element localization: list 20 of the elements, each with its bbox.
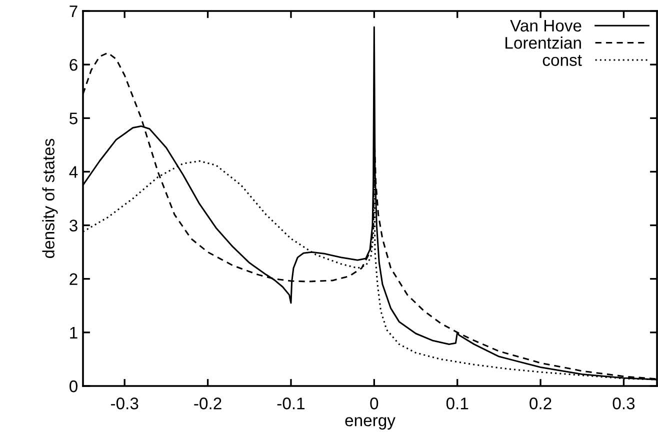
legend-label: Lorentzian (506, 36, 581, 49)
x-tick-label: 0.2 (530, 398, 552, 410)
y-tick-label: 3 (70, 220, 78, 232)
y-tick-label: 2 (70, 273, 78, 285)
x-tick-label: -0.1 (277, 398, 305, 410)
y-tick-label: 5 (70, 112, 78, 124)
x-tick-label: -0.2 (194, 398, 222, 410)
y-tick-label: 6 (70, 58, 78, 71)
y-tick-label: 1 (70, 327, 78, 338)
legend-label: Van Hove (510, 20, 582, 32)
x-tick-label: 0 (370, 398, 378, 410)
y-tick-label: 4 (69, 166, 78, 178)
y-tick-label: 0 (70, 380, 78, 392)
legend-label: const (542, 55, 582, 66)
x-tick-label: 0.3 (612, 398, 635, 410)
x-axis-title: energy (345, 417, 396, 430)
x-tick-label: 0.1 (446, 398, 468, 410)
y-tick-label: 7 (70, 6, 78, 18)
x-tick-label: -0.3 (110, 398, 138, 410)
y-axis-title: density of states (42, 138, 58, 258)
